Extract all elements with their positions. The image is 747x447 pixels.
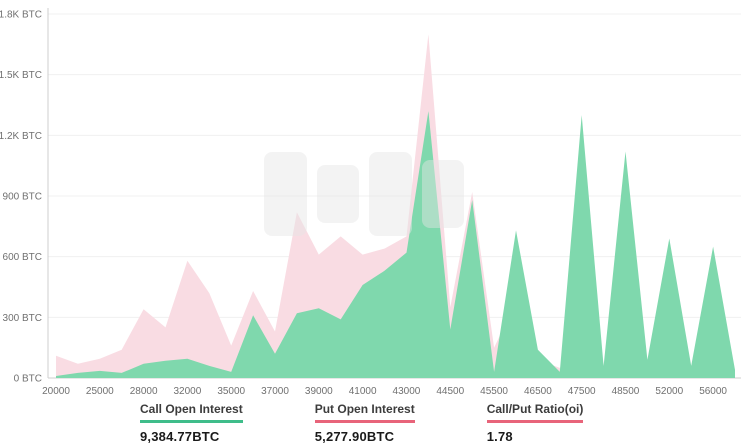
- legend-put-open-interest: Put Open Interest 5,277.90BTC: [314, 403, 415, 444]
- y-axis-label: 1.5K BTC: [0, 70, 42, 81]
- x-axis-label: 37000: [261, 386, 289, 397]
- area-series-call: [56, 111, 735, 378]
- legend-put-value: 5,277.90BTC: [314, 429, 395, 444]
- y-axis-label: 300 BTC: [3, 313, 42, 324]
- x-axis-label: 52000: [655, 386, 683, 397]
- legend-call-open-interest: Call Open Interest 9,384.77BTC: [140, 403, 243, 444]
- x-axis-label: 43000: [393, 386, 421, 397]
- x-axis-label: 47500: [568, 386, 596, 397]
- y-axis-label: 1.2K BTC: [0, 131, 42, 142]
- x-axis-label: 46500: [524, 386, 552, 397]
- x-axis-label: 35000: [217, 386, 245, 397]
- legend-ratio-value: 1.78: [486, 429, 513, 444]
- chart-legend: Call Open Interest 9,384.77BTC Put Open …: [140, 403, 584, 444]
- legend-put-label: Put Open Interest: [314, 403, 415, 423]
- x-axis-label: 20000: [42, 386, 70, 397]
- legend-call-put-ratio: Call/Put Ratio(oi) 1.78: [486, 403, 584, 444]
- x-axis-label: 41000: [349, 386, 377, 397]
- y-axis-label: 0 BTC: [14, 374, 42, 385]
- x-axis-label: 44500: [436, 386, 464, 397]
- y-axis-label: 1.8K BTC: [0, 10, 42, 21]
- x-axis-label: 32000: [174, 386, 202, 397]
- y-axis-label: 600 BTC: [3, 252, 42, 263]
- oi-area-chart: 0 BTC 300 BTC 600 BTC 900 BTC 1.2K BTC 1.5K B…: [0, 0, 747, 400]
- x-axis-label: 39000: [305, 386, 333, 397]
- legend-ratio-label: Call/Put Ratio(oi): [486, 403, 584, 423]
- x-axis-label: 25000: [86, 386, 114, 397]
- x-axis-label: 48500: [612, 386, 640, 397]
- x-axis-label: 56000: [699, 386, 727, 397]
- x-axis-label: 45500: [480, 386, 508, 397]
- y-axis-label: 900 BTC: [3, 192, 42, 203]
- chart-canvas[interactable]: 0 BTC 300 BTC 600 BTC 900 BTC 1.2K BTC 1.5K B…: [0, 0, 747, 400]
- legend-call-label: Call Open Interest: [140, 403, 243, 423]
- x-axis-label: 28000: [130, 386, 158, 397]
- legend-call-value: 9,384.77BTC: [140, 429, 220, 444]
